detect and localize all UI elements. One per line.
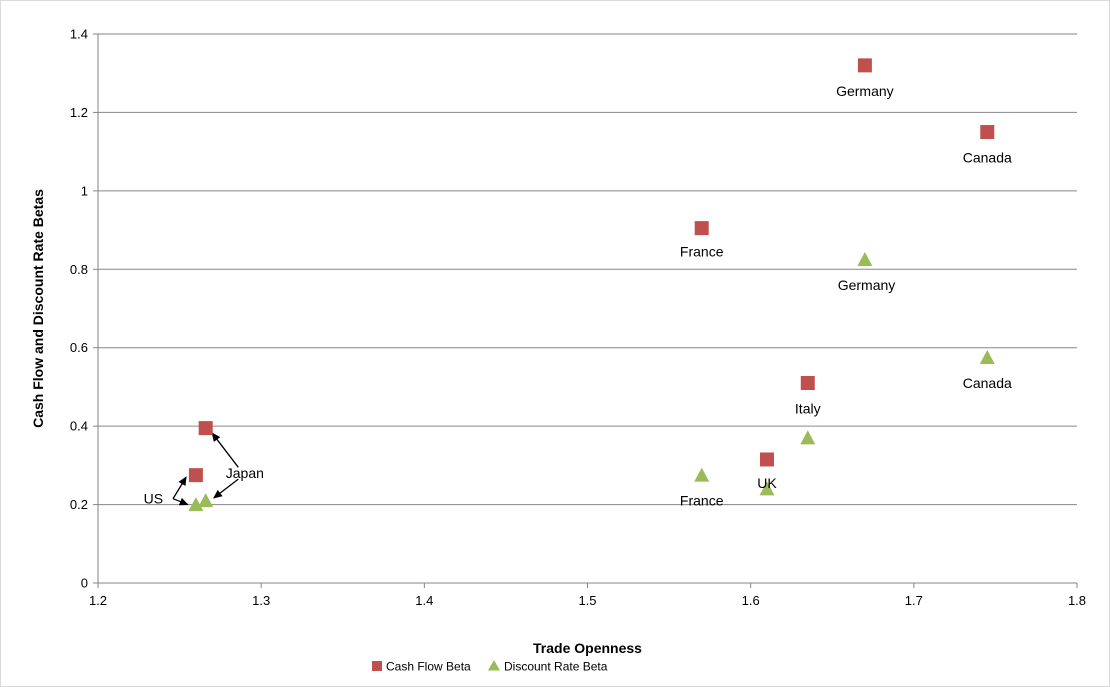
point-label: France <box>680 493 724 509</box>
annotation-arrow <box>213 478 239 499</box>
point-label: Germany <box>836 83 894 99</box>
y-tick-label: 1 <box>81 183 88 198</box>
point-cash-flow-japan <box>198 421 213 436</box>
x-tick-label: 1.2 <box>89 593 107 608</box>
point-discount-rate-canada <box>979 350 995 365</box>
point-cash-flow-italy <box>800 376 815 391</box>
legend-label-discount-rate: Discount Rate Beta <box>504 660 608 674</box>
point-discount-rate-japan <box>198 493 214 508</box>
y-axis-title: Cash Flow and Discount Rate Betas <box>30 189 46 428</box>
legend: Cash Flow Beta Discount Rate Beta <box>372 660 608 674</box>
point-label: Canada <box>963 375 1012 391</box>
y-tick-label: 1.2 <box>70 105 88 120</box>
legend-label-cash-flow: Cash Flow Beta <box>386 660 471 674</box>
point-cash-flow-us <box>188 468 203 483</box>
annotation-arrow <box>172 476 187 500</box>
point-discount-rate-uk <box>759 481 775 496</box>
point-discount-rate-germany <box>857 251 873 266</box>
y-tick-label: 0.2 <box>70 497 88 512</box>
y-tick-label: 1.4 <box>70 27 88 42</box>
point-cash-flow-germany <box>857 58 872 73</box>
x-tick-label: 1.3 <box>252 593 270 608</box>
point-cash-flow-france <box>694 221 709 236</box>
y-tick-label: 0 <box>81 576 88 591</box>
point-label: Canada <box>963 150 1012 166</box>
annotation-arrows <box>172 432 239 506</box>
y-tick-label: 0.4 <box>70 419 88 434</box>
legend-swatch-discount-rate <box>488 660 500 671</box>
y-tick-label: 0.8 <box>70 262 88 277</box>
y-tick-label: 0.6 <box>70 340 88 355</box>
point-discount-rate-france <box>694 467 710 482</box>
annotation-arrow <box>211 432 239 468</box>
legend-swatch-cash-flow <box>372 661 382 671</box>
point-discount-rate-italy <box>800 430 816 445</box>
x-tick-label: 1.8 <box>1068 593 1086 608</box>
x-tick-label: 1.4 <box>415 593 433 608</box>
point-label: Italy <box>795 400 821 416</box>
point-label: France <box>680 244 724 260</box>
axes: 0 0.2 0.4 0.6 0.8 1 1.2 1.4 1.2 1.3 1.4 1.5 1.6 1.7 1.… <box>30 27 1086 657</box>
x-axis-title: Trade Openness <box>533 640 642 656</box>
point-label: UK <box>757 475 777 491</box>
data-points <box>188 58 995 512</box>
x-tick-label: 1.5 <box>578 593 596 608</box>
point-cash-flow-uk <box>759 452 774 467</box>
annotation-arrow <box>172 497 189 506</box>
point-discount-rate-us <box>188 497 204 512</box>
gridlines <box>98 33 1077 506</box>
point-labels: US Japan France Germany Canada Germany Canada I… <box>144 83 1012 509</box>
point-label: US <box>144 491 163 507</box>
x-tick-label: 1.6 <box>742 593 760 608</box>
point-label: Germany <box>838 277 896 293</box>
point-label: Japan <box>226 465 264 481</box>
point-cash-flow-canada <box>980 125 995 140</box>
x-tick-label: 1.7 <box>905 593 923 608</box>
